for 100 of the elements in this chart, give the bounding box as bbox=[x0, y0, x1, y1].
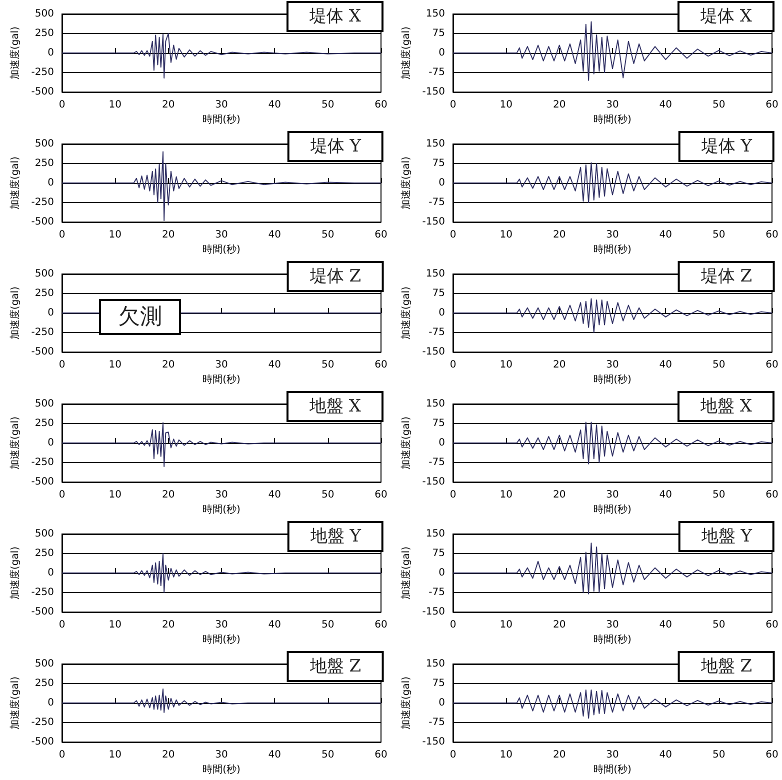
x-tick-label: 50 bbox=[712, 490, 726, 501]
y-tick-label: 75 bbox=[432, 288, 445, 300]
chart-title: 地盤 Y bbox=[309, 526, 362, 546]
x-axis-title: 時間(秒) bbox=[594, 374, 632, 386]
x-tick-label: 50 bbox=[321, 100, 334, 111]
y-tick-label: 0 bbox=[438, 568, 445, 579]
line-series bbox=[62, 688, 382, 713]
x-tick-label: 0 bbox=[58, 100, 66, 111]
x-tick-label: 30 bbox=[215, 750, 228, 761]
x-tick-label: 60 bbox=[766, 490, 778, 501]
x-tick-label: 40 bbox=[659, 620, 672, 631]
line-series bbox=[452, 542, 772, 594]
x-tick-label: 20 bbox=[162, 750, 175, 761]
y-tick-label: -75 bbox=[428, 327, 445, 338]
x-tick-label: 0 bbox=[450, 360, 456, 371]
x-tick-label: 10 bbox=[108, 490, 122, 501]
x-tick-label: 40 bbox=[659, 750, 672, 761]
y-tick-label: -500 bbox=[31, 216, 54, 228]
y-tick-label: 0 bbox=[438, 308, 445, 319]
x-tick-label: 10 bbox=[108, 620, 122, 631]
y-tick-label: 150 bbox=[426, 398, 445, 410]
y-tick-label: 500 bbox=[34, 398, 54, 410]
chart-title: 堤体 Y bbox=[309, 136, 362, 156]
y-tick-label: 0 bbox=[438, 438, 445, 449]
chart-title: 地盤 Z bbox=[308, 656, 362, 676]
x-tick-label: 0 bbox=[58, 620, 66, 631]
chart-title: 地盤 Z bbox=[700, 656, 752, 676]
y-tick-label: 0 bbox=[48, 698, 54, 709]
x-axis-title: 時間(秒) bbox=[202, 504, 240, 516]
x-axis-title: 時間(秒) bbox=[594, 244, 632, 256]
y-tick-label: -75 bbox=[428, 457, 445, 468]
x-tick-label: 20 bbox=[162, 620, 175, 631]
x-tick-label: 60 bbox=[374, 620, 388, 631]
x-tick-label: 40 bbox=[659, 100, 672, 111]
y-axis-title: 加速度(gal) bbox=[8, 26, 21, 80]
line-series bbox=[452, 422, 772, 464]
x-tick-label: 30 bbox=[606, 100, 619, 111]
x-axis-title: 時間(秒) bbox=[202, 374, 240, 386]
y-axis-title: 加速度(gal) bbox=[8, 416, 21, 470]
line-series bbox=[452, 298, 772, 334]
x-tick-label: 10 bbox=[500, 620, 513, 631]
y-axis-title: 加速度(gal) bbox=[8, 676, 21, 730]
x-tick-label: 0 bbox=[450, 100, 456, 111]
y-tick-label: 150 bbox=[426, 528, 445, 540]
y-tick-label: 75 bbox=[432, 418, 445, 430]
x-tick-label: 40 bbox=[268, 360, 282, 371]
y-tick-label: 500 bbox=[34, 268, 54, 280]
x-tick-label: 40 bbox=[659, 230, 672, 241]
line-series bbox=[62, 33, 382, 79]
x-tick-label: 20 bbox=[552, 100, 566, 111]
line-series bbox=[62, 553, 382, 594]
x-tick-label: 20 bbox=[552, 490, 566, 501]
x-axis-title: 時間(秒) bbox=[594, 634, 632, 646]
x-tick-label: 40 bbox=[268, 100, 282, 111]
x-tick-label: 10 bbox=[500, 360, 513, 371]
x-tick-label: 10 bbox=[500, 100, 513, 111]
y-tick-label: 0 bbox=[438, 178, 445, 189]
x-tick-label: 50 bbox=[712, 100, 726, 111]
y-tick-label: 75 bbox=[432, 548, 445, 560]
y-tick-label: -150 bbox=[422, 346, 445, 358]
x-tick-label: 50 bbox=[321, 360, 334, 371]
y-tick-label: -250 bbox=[31, 587, 54, 598]
y-tick-label: 500 bbox=[34, 138, 54, 150]
y-tick-label: 0 bbox=[438, 698, 445, 709]
y-tick-label: -150 bbox=[422, 606, 445, 618]
y-axis-title: 加速度(gal) bbox=[400, 546, 412, 600]
x-tick-label: 60 bbox=[766, 620, 778, 631]
x-tick-label: 10 bbox=[500, 490, 513, 501]
x-tick-label: 0 bbox=[450, 490, 456, 501]
x-tick-label: 40 bbox=[268, 620, 282, 631]
y-tick-label: 250 bbox=[34, 678, 54, 690]
y-tick-label: 75 bbox=[432, 158, 445, 170]
y-tick-label: -150 bbox=[422, 736, 445, 748]
y-tick-label: -75 bbox=[428, 67, 445, 78]
x-tick-label: 20 bbox=[162, 230, 175, 241]
x-tick-label: 60 bbox=[766, 230, 778, 241]
y-tick-label: 0 bbox=[48, 308, 54, 319]
x-axis-title: 時間(秒) bbox=[594, 114, 632, 126]
y-tick-label: -75 bbox=[428, 717, 445, 728]
x-tick-label: 30 bbox=[215, 100, 228, 111]
x-tick-label: 60 bbox=[374, 230, 388, 241]
y-tick-label: 150 bbox=[426, 8, 445, 20]
chart-title: 堤体 X bbox=[308, 6, 362, 26]
x-tick-label: 50 bbox=[321, 750, 334, 761]
y-axis-title: 加速度(gal) bbox=[400, 416, 412, 470]
x-tick-label: 0 bbox=[58, 750, 66, 761]
x-tick-label: 30 bbox=[215, 230, 228, 241]
chart-title: 堤体 X bbox=[699, 6, 753, 26]
x-tick-label: 60 bbox=[374, 360, 388, 371]
y-axis-title: 加速度(gal) bbox=[8, 286, 21, 340]
x-tick-label: 30 bbox=[606, 620, 619, 631]
x-axis-title: 時間(秒) bbox=[594, 764, 632, 776]
x-tick-label: 40 bbox=[268, 750, 282, 761]
x-tick-label: 20 bbox=[162, 490, 175, 501]
y-tick-label: -150 bbox=[422, 216, 445, 228]
x-tick-label: 20 bbox=[162, 360, 175, 371]
x-tick-label: 0 bbox=[58, 360, 66, 371]
x-axis-title: 時間(秒) bbox=[594, 504, 632, 516]
y-tick-label: -250 bbox=[31, 327, 54, 338]
y-tick-label: 250 bbox=[34, 28, 54, 40]
